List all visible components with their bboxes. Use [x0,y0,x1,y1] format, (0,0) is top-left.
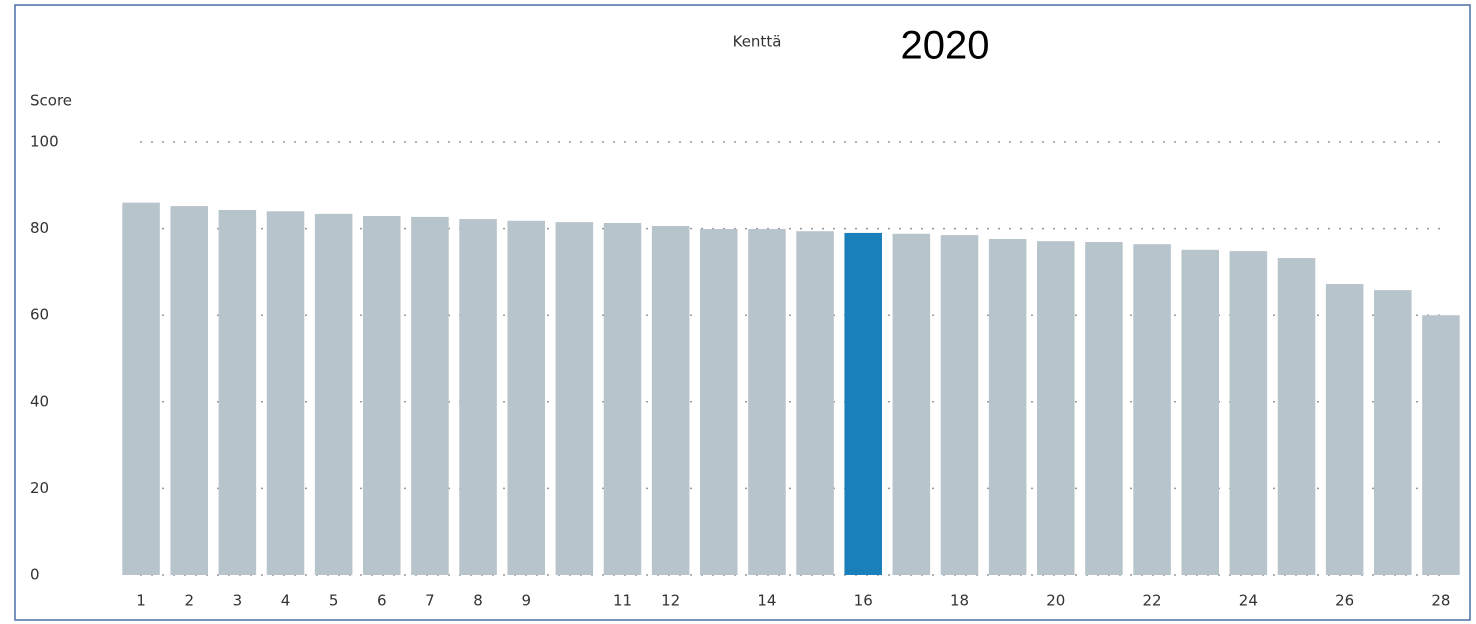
bar [1374,290,1412,575]
x-tick-label: 20 [1046,592,1065,610]
chart-frame [14,4,1471,621]
bar [651,226,690,575]
y-tick-label: 100 [30,133,59,151]
x-tick-label: 4 [281,592,291,610]
y-axis-label: Score [30,92,72,110]
x-tick-label: 16 [854,592,873,610]
x-tick-label: 5 [329,592,339,610]
x-tick-label: 11 [613,592,632,610]
bar [892,233,931,575]
x-tick-label: 26 [1335,592,1354,610]
bar [940,235,979,575]
x-tick-label: 14 [757,592,776,610]
x-tick-label: 2 [184,592,194,610]
bar [1133,244,1171,576]
bar [314,213,353,576]
annotation: 2020 [901,24,990,68]
bar [748,229,786,575]
bar [700,229,738,575]
x-tick-label: 9 [521,592,531,610]
bar [1277,258,1316,575]
x-tick-label: 22 [1143,592,1162,610]
x-tick-label: 6 [377,592,387,610]
y-tick-label: 60 [30,306,49,324]
bar [411,216,449,575]
bar [603,222,642,575]
x-tick-label: 1 [136,592,146,610]
bar [988,238,1027,575]
x-tick-label: 24 [1239,592,1258,610]
y-tick-label: 40 [30,392,49,410]
y-tick-label: 80 [30,219,49,237]
bar [1422,315,1460,575]
bar [1229,251,1268,575]
bar [218,209,257,575]
bar [796,231,834,575]
bar [555,222,594,576]
bar [459,219,497,575]
bar [844,232,882,575]
bar [266,211,305,575]
bar [170,206,208,576]
x-tick-label: 7 [425,592,435,610]
y-tick-label: 0 [30,566,40,584]
bar [507,220,545,575]
x-tick-label: 3 [233,592,243,610]
x-tick-label: 18 [950,592,969,610]
x-tick-label: 12 [661,592,680,610]
bar [1037,241,1075,576]
chart-title: Kenttä [733,33,782,51]
bar [363,216,401,575]
bar [1085,242,1123,575]
y-tick-label: 20 [30,479,49,497]
bar [1181,249,1219,575]
bar [122,202,160,575]
x-tick-label: 8 [473,592,483,610]
bar [1325,284,1364,575]
x-tick-label: 28 [1431,592,1450,610]
